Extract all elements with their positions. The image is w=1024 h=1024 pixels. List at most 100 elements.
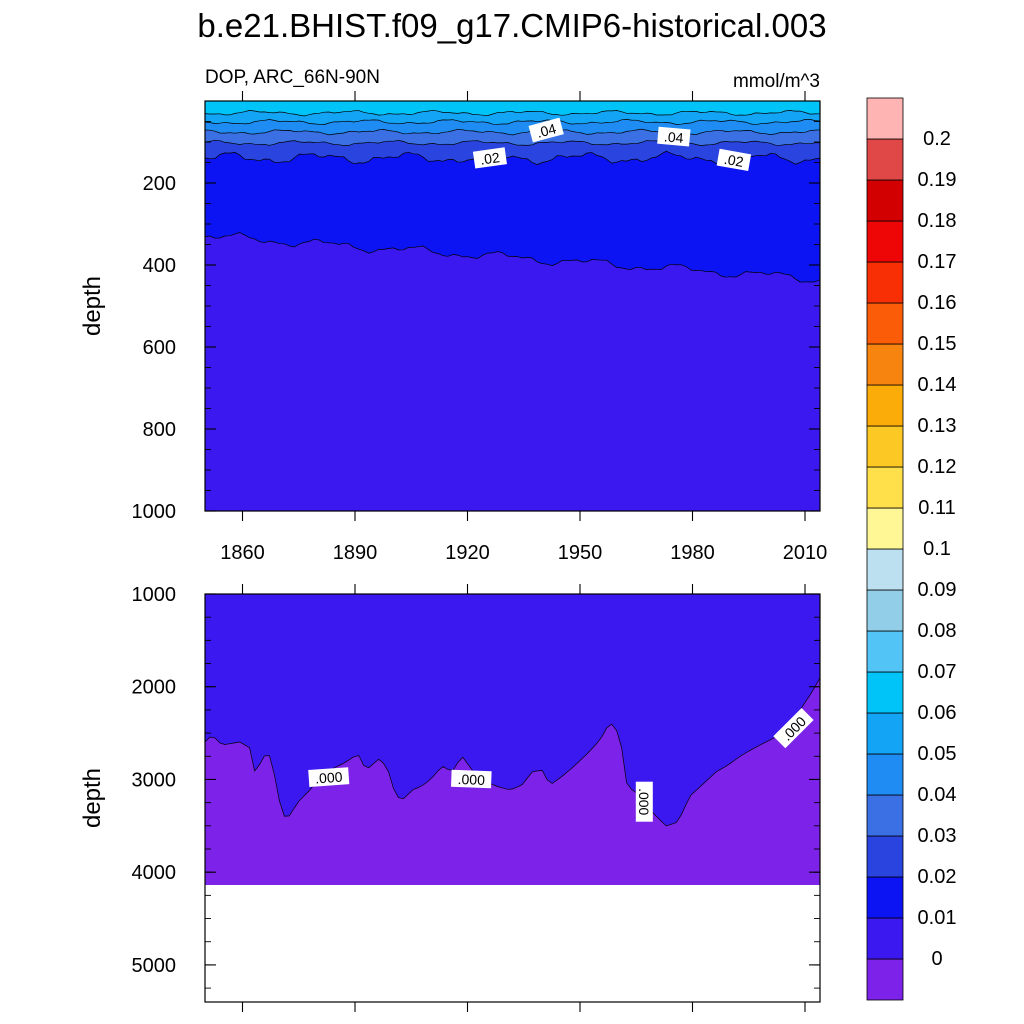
colorbar-swatch-8 [866,630,904,673]
colorbar-label-0: 0 [931,948,942,970]
lower-y-tick-label-4: 5000 [132,955,177,977]
colorbar-swatch-15 [866,343,904,386]
lower-contour-label-2: .000 [635,781,653,822]
upper-contour-label-text-3: .02 [723,151,745,170]
variable-region-label: DOP, ARC_66N-90N [205,67,380,88]
colorbar-swatch-12 [866,466,904,509]
colorbar-swatch-6 [866,712,904,755]
colorbar-swatch-18 [866,220,904,263]
upper-contour-label-text-0: .04 [535,120,558,141]
colorbar-label-19: 0.19 [918,169,957,191]
upper-contour-line-3 [204,128,821,136]
upper-band-6 [205,101,820,116]
lower-contour-labels: .000.000.000.000 [308,707,814,822]
colorbar-label-17: 0.17 [918,251,957,273]
colorbar-label-15: 0.15 [918,333,957,355]
lower-contour-label-bg-0 [308,767,350,787]
colorbar-swatch-11 [866,507,904,550]
upper-contour-label-bg-1 [657,126,691,147]
upper-contour-line-5 [204,109,821,117]
lower-contour-label-bg-3 [773,707,814,749]
colorbar-label-18: 0.18 [918,210,957,232]
colorbar-label-1: 0.01 [918,907,957,929]
upper-y-tick-label-4: 1000 [132,501,177,523]
upper-x-tick-label-5: 2010 [783,542,828,564]
lower-panel: depth .000.000.000.000 10002000300040005… [79,584,821,1012]
upper-contour-line-0 [204,232,821,283]
colorbar-swatch-3 [866,835,904,878]
lower-band-0 [205,594,820,826]
upper-contour-label-bg-2 [472,147,507,169]
lower-contour-label-0: .000 [308,767,350,787]
lower-plot-frame [204,593,821,1003]
colorbar-label-6: 0.06 [918,702,957,724]
lower-y-axis-label: depth [79,768,106,828]
upper-y-tick-label-0: 200 [143,173,176,195]
colorbar-label-7: 0.07 [918,661,957,683]
upper-x-tick-label-1: 1890 [333,542,378,564]
colorbar-swatch-21 [866,97,904,140]
upper-contour-label-1: .04 [657,126,691,147]
upper-y-tick-label-2: 600 [143,337,176,359]
colorbar-label-10: 0.1 [923,538,951,560]
upper-x-tick-label-0: 1860 [220,542,265,564]
colorbar-label-5: 0.05 [918,743,957,765]
colorbar-swatch-10 [866,548,904,591]
colorbar-swatch-1 [866,917,904,960]
upper-y-axis-label: depth [79,276,106,336]
colorbar-label-2: 0.02 [918,866,957,888]
lower-contour-label-bg-2 [635,781,653,822]
colorbar-swatch-4 [866,794,904,837]
upper-contour-label-text-1: .04 [663,128,684,146]
colorbar-label-16: 0.16 [918,292,957,314]
upper-band-1 [205,151,820,283]
colorbar-label-12: 0.12 [918,456,957,478]
colorbar-label-8: 0.08 [918,620,957,642]
lower-contour-line-0 [204,677,821,827]
upper-contour-label-2: .02 [472,147,507,169]
colorbar-label-4: 0.04 [918,784,957,806]
lower-y-ticks: 1000 2000 3000 4000 5000 [132,584,820,989]
upper-contour-label-3: .02 [716,148,752,172]
colorbar-label-9: 0.09 [918,579,957,601]
lower-contour-label-1: .000 [451,769,492,789]
colorbar-swatch-17 [866,261,904,304]
units-label: mmol/m^3 [733,71,820,92]
colorbar-swatch-16 [866,302,904,345]
upper-contour-line-2 [204,139,820,146]
upper-x-tick-label-2: 1920 [445,542,490,564]
colorbar-swatch-13 [866,425,904,468]
upper-y-ticks: 200 400 600 800 1000 [132,121,820,523]
lower-y-tick-label-2: 3000 [132,769,177,791]
upper-contour-line-4 [204,119,821,126]
lower-y-tick-label-0: 1000 [132,584,177,606]
colorbar-swatch-14 [866,384,904,427]
upper-contour-label-text-2: .02 [479,149,501,168]
upper-contour-label-0: .04 [528,117,564,143]
colorbar: 0 0.01 0.02 0.03 0.04 0.05 0.06 0.07 0.08 0.09 0.1… [866,97,957,1001]
upper-contour-lines [204,109,821,283]
lower-band-1 [205,678,820,885]
colorbar-swatch-0 [866,958,904,1001]
upper-band-2 [205,140,820,165]
lower-contour-lines [204,677,821,827]
upper-x-ticks: 1860 1890 1920 1950 1980 2010 [220,91,827,564]
upper-y-tick-label-3: 800 [143,419,176,441]
lower-y-tick-label-1: 2000 [132,677,177,699]
lower-x-ticks [241,584,806,1012]
colorbar-label-13: 0.13 [918,415,957,437]
colorbar-swatch-20 [866,138,904,181]
colorbar-label-20: 0.2 [923,128,951,150]
upper-panel: DOP, ARC_66N-90N mmol/m^3 depth .04.04.0… [79,67,827,564]
upper-x-tick-label-3: 1950 [558,542,603,564]
colorbar-label-3: 0.03 [918,825,957,847]
colorbar-label-14: 0.14 [918,374,957,396]
upper-contour-labels: .04 .04 .02 .02 [472,117,752,172]
colorbar-label-11: 0.11 [918,497,955,519]
chart-title: b.e21.BHIST.f09_g17.CMIP6-historical.003 [197,7,826,44]
colorbar-swatch-9 [866,589,904,632]
upper-band-0 [205,232,820,511]
lower-contour-label-text-2: .000 [636,788,652,815]
lower-contour-label-text-0: .000 [315,769,344,787]
